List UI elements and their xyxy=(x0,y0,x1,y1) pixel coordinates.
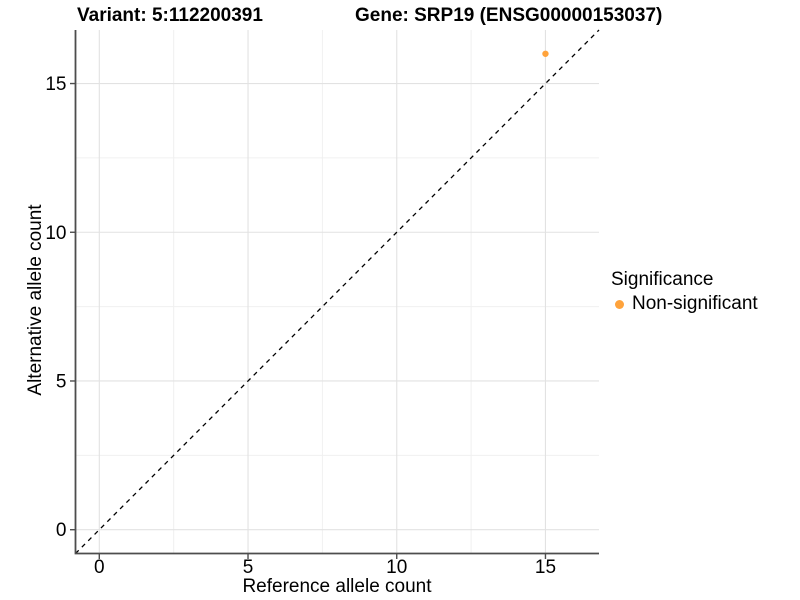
legend-item-label: Non-significant xyxy=(632,293,758,314)
x-tick-label: 15 xyxy=(535,557,556,578)
x-axis-label: Reference allele count xyxy=(242,576,432,597)
legend-title: Significance xyxy=(611,269,714,290)
gene-title: Gene: SRP19 (ENSG00000153037) xyxy=(355,5,663,26)
y-tick-label: 5 xyxy=(56,371,67,392)
y-tick-label: 15 xyxy=(45,74,66,95)
legend-item-non-significant: Non-significant xyxy=(611,293,758,315)
axis-lines xyxy=(74,30,599,555)
variant-title: Variant: 5:112200391 xyxy=(77,5,263,26)
identity-dashed-line xyxy=(75,29,600,554)
legend-point-icon xyxy=(615,299,624,309)
y-axis-label: Alternative allele count xyxy=(25,204,46,396)
legend: Significance Non-significant xyxy=(611,269,758,315)
y-tick-label: 10 xyxy=(45,223,66,244)
x-tick-label: 5 xyxy=(243,557,254,578)
x-tick-label: 0 xyxy=(94,557,105,578)
x-tick-label: 10 xyxy=(386,557,407,578)
y-tick-label: 0 xyxy=(56,520,67,541)
data-point xyxy=(542,50,549,57)
